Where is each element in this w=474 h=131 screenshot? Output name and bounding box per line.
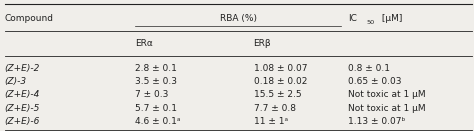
Text: 15.5 ± 2.5: 15.5 ± 2.5 (254, 91, 301, 99)
Text: 7 ± 0.3: 7 ± 0.3 (135, 91, 168, 99)
Text: [μM]: [μM] (379, 15, 402, 23)
Text: Not toxic at 1 μM: Not toxic at 1 μM (348, 104, 426, 113)
Text: (Z+E)-5: (Z+E)-5 (5, 104, 40, 113)
Text: ERα: ERα (135, 39, 153, 48)
Text: (Z)-3: (Z)-3 (5, 77, 27, 86)
Text: 2.8 ± 0.1: 2.8 ± 0.1 (135, 64, 177, 73)
Text: (Z+E)-2: (Z+E)-2 (5, 64, 40, 73)
Text: (Z+E)-4: (Z+E)-4 (5, 91, 40, 99)
Text: 7.7 ± 0.8: 7.7 ± 0.8 (254, 104, 296, 113)
Text: 4.6 ± 0.1ᵃ: 4.6 ± 0.1ᵃ (135, 117, 181, 126)
Text: 0.18 ± 0.02: 0.18 ± 0.02 (254, 77, 307, 86)
Text: 0.8 ± 0.1: 0.8 ± 0.1 (348, 64, 391, 73)
Text: 5.7 ± 0.1: 5.7 ± 0.1 (135, 104, 177, 113)
Text: RBA (%): RBA (%) (219, 15, 257, 23)
Text: 50: 50 (366, 20, 374, 25)
Text: 11 ± 1ᵃ: 11 ± 1ᵃ (254, 117, 288, 126)
Text: Compound: Compound (5, 15, 54, 23)
Text: IC: IC (348, 15, 357, 23)
Text: ERβ: ERβ (254, 39, 271, 48)
Text: Not toxic at 1 μM: Not toxic at 1 μM (348, 91, 426, 99)
Text: 1.13 ± 0.07ᵇ: 1.13 ± 0.07ᵇ (348, 117, 406, 126)
Text: 1.08 ± 0.07: 1.08 ± 0.07 (254, 64, 307, 73)
Text: (Z+E)-6: (Z+E)-6 (5, 117, 40, 126)
Text: 0.65 ± 0.03: 0.65 ± 0.03 (348, 77, 402, 86)
Text: 3.5 ± 0.3: 3.5 ± 0.3 (135, 77, 177, 86)
